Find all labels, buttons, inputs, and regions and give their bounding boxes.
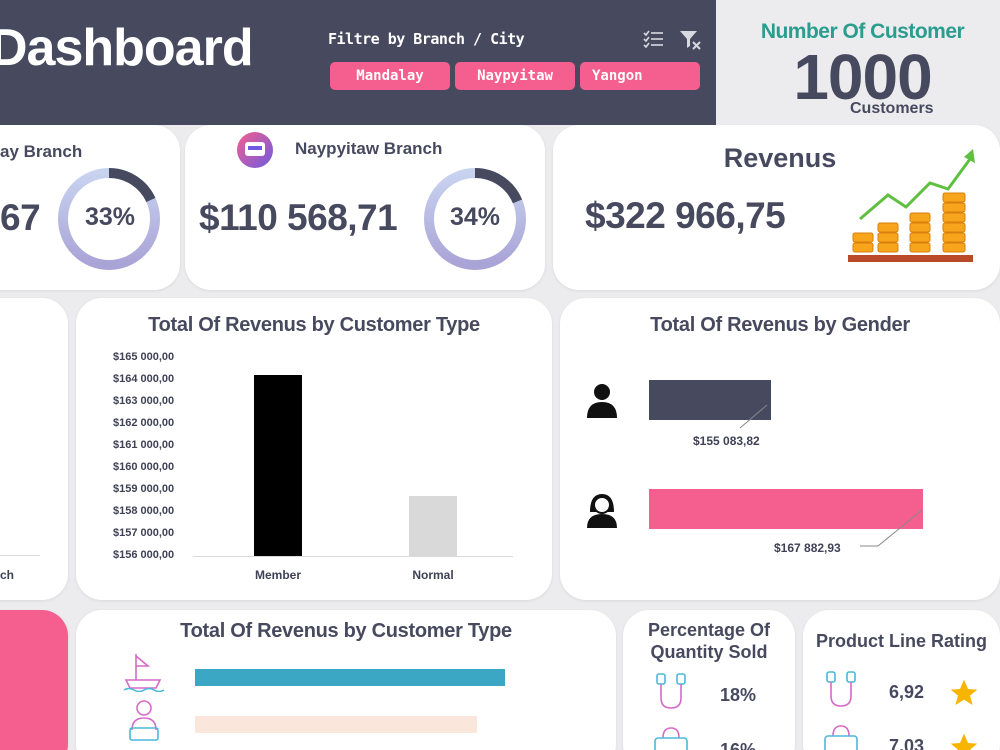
gender-chart-card: Total Of Revenus by Gender $155 083,82 $… (560, 298, 1000, 600)
quantity-title-line2: Quantity Sold (650, 642, 768, 662)
multi-select-icon[interactable] (642, 28, 666, 52)
bottom-bar (195, 716, 478, 733)
rating-title: Product Line Rating (816, 631, 987, 651)
left-partial-card: ch (0, 298, 68, 600)
branch-logo-icon (237, 132, 273, 168)
y-tick-label: $163 000,00 (113, 395, 175, 407)
coins-growth-icon (848, 149, 975, 262)
product-rating-card: Product Line Rating 6,92 7,03 (803, 610, 1000, 750)
star-icon (950, 733, 978, 750)
filter-button-mandalay[interactable]: Mandalay (330, 62, 450, 90)
filter-button-yangon[interactable]: Yangon (580, 62, 700, 90)
chart-title: Total Of Revenus by Customer Type (180, 620, 512, 642)
customer-type-bottom-card: Total Of Revenus by Customer Type (76, 610, 616, 750)
quantity-percent: 18% (720, 685, 757, 705)
branch-title: ay Branch (0, 142, 83, 161)
donut-arc (424, 168, 526, 270)
branch-revenue-value: $110 568,71 (199, 197, 398, 238)
male-icon (587, 384, 617, 418)
x-axis-line (193, 556, 513, 557)
chart-title: Total Of Revenus by Gender (650, 314, 910, 336)
revenue-title: Revenus (723, 143, 837, 173)
x-tick-label: Member (254, 568, 301, 582)
branch-revenue-value: 67 (0, 197, 41, 238)
customer-type-chart-card: Total Of Revenus by Customer Type $165 0… (76, 298, 552, 600)
branch-card-naypyitaw: Naypyitaw Branch $110 568,71 34% (185, 125, 545, 290)
y-tick-label: $161 000,00 (113, 439, 175, 451)
branch-percent: 34% (449, 203, 501, 231)
bag-icon (654, 727, 688, 750)
quantity-sold-card: Percentage Of Quantity Sold 18% 16% (623, 610, 795, 750)
bar-normal (409, 495, 457, 556)
quantity-percent: 16% (720, 740, 757, 750)
bar-member (254, 375, 302, 556)
branch-card-mandalay: ay Branch 67 33% (0, 125, 180, 290)
clear-filter-icon[interactable] (678, 28, 702, 52)
female-icon (587, 494, 617, 528)
quantity-title-line1: Percentage Of (647, 620, 771, 640)
y-tick-label: $164 000,00 (113, 373, 175, 385)
leader-lines (739, 404, 923, 547)
cable-icon (826, 671, 856, 707)
bag-icon (824, 725, 858, 750)
y-tick-label: $165 000,00 (113, 351, 175, 363)
branch-percent: 33% (84, 203, 136, 231)
x-tick-label: Normal (412, 568, 454, 582)
customer-count-value: 1000 (793, 41, 932, 113)
x-tick-label: ch (0, 568, 15, 582)
customer-count-label: Number Of Customer (760, 20, 965, 43)
female-value-label: $167 882,93 (774, 541, 841, 555)
pink-partial-card (0, 610, 68, 750)
cable-icon (656, 673, 686, 709)
y-tick-label: $156 000,00 (113, 549, 175, 561)
branch-donut-chart (424, 168, 526, 270)
filter-button-naypyitaw[interactable]: Naypyitaw (455, 62, 575, 90)
revenue-card: Revenus $322 966,75 (553, 125, 1000, 290)
star-icon (950, 679, 978, 705)
chart-title: Total Of Revenus by Customer Type (148, 314, 480, 336)
bar-male (649, 380, 771, 420)
rating-value: 6,92 (889, 682, 925, 702)
person-laptop-icon (129, 700, 159, 741)
y-tick-label: $157 000,00 (113, 527, 175, 539)
y-tick-label: $160 000,00 (113, 461, 175, 473)
branch-title: Naypyitaw Branch (295, 139, 443, 158)
dashboard-title: Dashboard (0, 19, 254, 77)
customer-count-unit: Customers (850, 100, 934, 117)
donut-arc (58, 168, 160, 270)
branch-donut-chart (58, 168, 160, 270)
y-tick-label: $158 000,00 (113, 505, 175, 517)
revenue-value: $322 966,75 (585, 195, 786, 236)
rating-value: 7,03 (889, 736, 925, 750)
y-tick-label: $162 000,00 (113, 417, 175, 429)
ship-icon (123, 654, 165, 692)
filter-label: Filtre by Branch / City (328, 30, 525, 48)
bar-female (649, 489, 923, 529)
y-tick-label: $159 000,00 (113, 483, 175, 495)
male-value-label: $155 083,82 (693, 434, 760, 448)
bottom-bar (195, 669, 505, 686)
